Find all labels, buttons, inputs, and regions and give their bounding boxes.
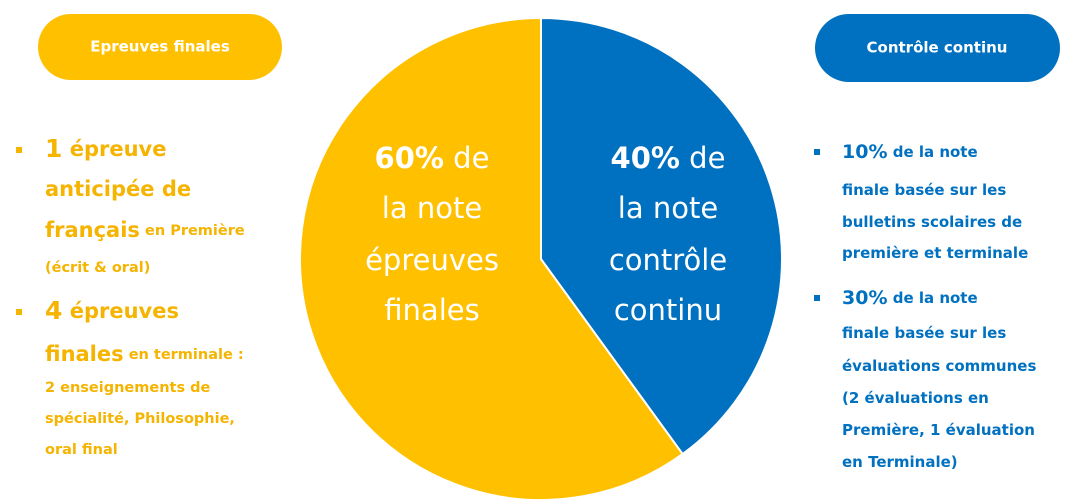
text: en Première bbox=[140, 223, 245, 239]
slice-label-text: finales bbox=[384, 293, 479, 327]
text: 2 enseignements de bbox=[45, 380, 211, 396]
strong-text: finales bbox=[45, 342, 124, 366]
bullet bbox=[16, 309, 22, 315]
list-line: finale basée sur les bbox=[842, 181, 1006, 199]
slice-label: 60% de bbox=[375, 141, 490, 175]
pie-slice bbox=[299, 16, 685, 501]
strong-text: anticipée de bbox=[45, 177, 191, 201]
right-title: Contrôle continu bbox=[867, 39, 1008, 57]
slice-label-text: de bbox=[680, 141, 725, 175]
list-line: évaluations communes bbox=[842, 357, 1036, 375]
text: (écrit & oral) bbox=[45, 260, 150, 276]
slice-label-text: contrôle bbox=[609, 243, 727, 277]
text: de la note bbox=[887, 289, 977, 307]
pie-slice bbox=[540, 16, 783, 456]
left-pill bbox=[38, 14, 282, 80]
text: de la note bbox=[887, 143, 977, 161]
slice-label-text: la note bbox=[382, 191, 482, 225]
strong-text: 1 bbox=[45, 134, 62, 163]
bullet bbox=[814, 149, 820, 155]
list-line: oral final bbox=[45, 442, 118, 458]
list-line: 10% de la note bbox=[842, 141, 978, 163]
text: (2 évaluations en bbox=[842, 389, 989, 407]
list-line: finales en terminale : bbox=[45, 342, 244, 366]
list-line: 2 enseignements de bbox=[45, 380, 211, 396]
slice-label-text: la note bbox=[618, 191, 718, 225]
list-line: (2 évaluations en bbox=[842, 389, 989, 407]
right-pill bbox=[815, 14, 1060, 82]
slice-label-text: de bbox=[444, 141, 489, 175]
strong-text: épreuve bbox=[62, 137, 166, 161]
text: première et terminale bbox=[842, 244, 1028, 262]
bullet bbox=[814, 295, 820, 301]
slice-label: contrôle bbox=[609, 243, 727, 277]
strong-text: épreuves bbox=[62, 299, 179, 323]
text: oral final bbox=[45, 442, 118, 458]
list-line: 4 épreuves bbox=[45, 296, 179, 325]
slice-label: la note bbox=[382, 191, 482, 225]
text: en terminale : bbox=[124, 347, 244, 363]
slice-label-text: continu bbox=[614, 293, 722, 327]
strong-text: 30% bbox=[842, 287, 887, 309]
slice-value-label: 40% bbox=[611, 141, 680, 175]
list-line: bulletins scolaires de bbox=[842, 213, 1022, 231]
slice-label: continu bbox=[614, 293, 722, 327]
strong-text: 10% bbox=[842, 141, 887, 163]
slice-label-text: épreuves bbox=[365, 243, 499, 277]
slice-label: 40% de bbox=[611, 141, 726, 175]
list-line: finale basée sur les bbox=[842, 324, 1006, 342]
left-title: Epreuves finales bbox=[90, 38, 230, 56]
slice-value-label: 60% bbox=[375, 141, 444, 175]
text: bulletins scolaires de bbox=[842, 213, 1022, 231]
list-line: 30% de la note bbox=[842, 287, 978, 309]
list-line: français en Première bbox=[45, 218, 245, 242]
list-line: anticipée de bbox=[45, 177, 191, 201]
list-line: 1 épreuve bbox=[45, 134, 166, 163]
text: en Terminale) bbox=[842, 453, 958, 471]
list-line: (écrit & oral) bbox=[45, 260, 150, 276]
strong-text: français bbox=[45, 218, 140, 242]
text: Première, 1 évaluation bbox=[842, 421, 1035, 439]
slice-label: finales bbox=[384, 293, 479, 327]
list-line: spécialité, Philosophie, bbox=[45, 411, 235, 427]
slice-label: épreuves bbox=[365, 243, 499, 277]
bullet bbox=[16, 147, 22, 153]
list-line: première et terminale bbox=[842, 244, 1028, 262]
text: évaluations communes bbox=[842, 357, 1036, 375]
text: spécialité, Philosophie, bbox=[45, 411, 235, 427]
list-line: Première, 1 évaluation bbox=[842, 421, 1035, 439]
text: finale basée sur les bbox=[842, 181, 1006, 199]
list-line: en Terminale) bbox=[842, 453, 958, 471]
strong-text: 4 bbox=[45, 296, 62, 325]
slice-label: la note bbox=[618, 191, 718, 225]
text: finale basée sur les bbox=[842, 324, 1006, 342]
